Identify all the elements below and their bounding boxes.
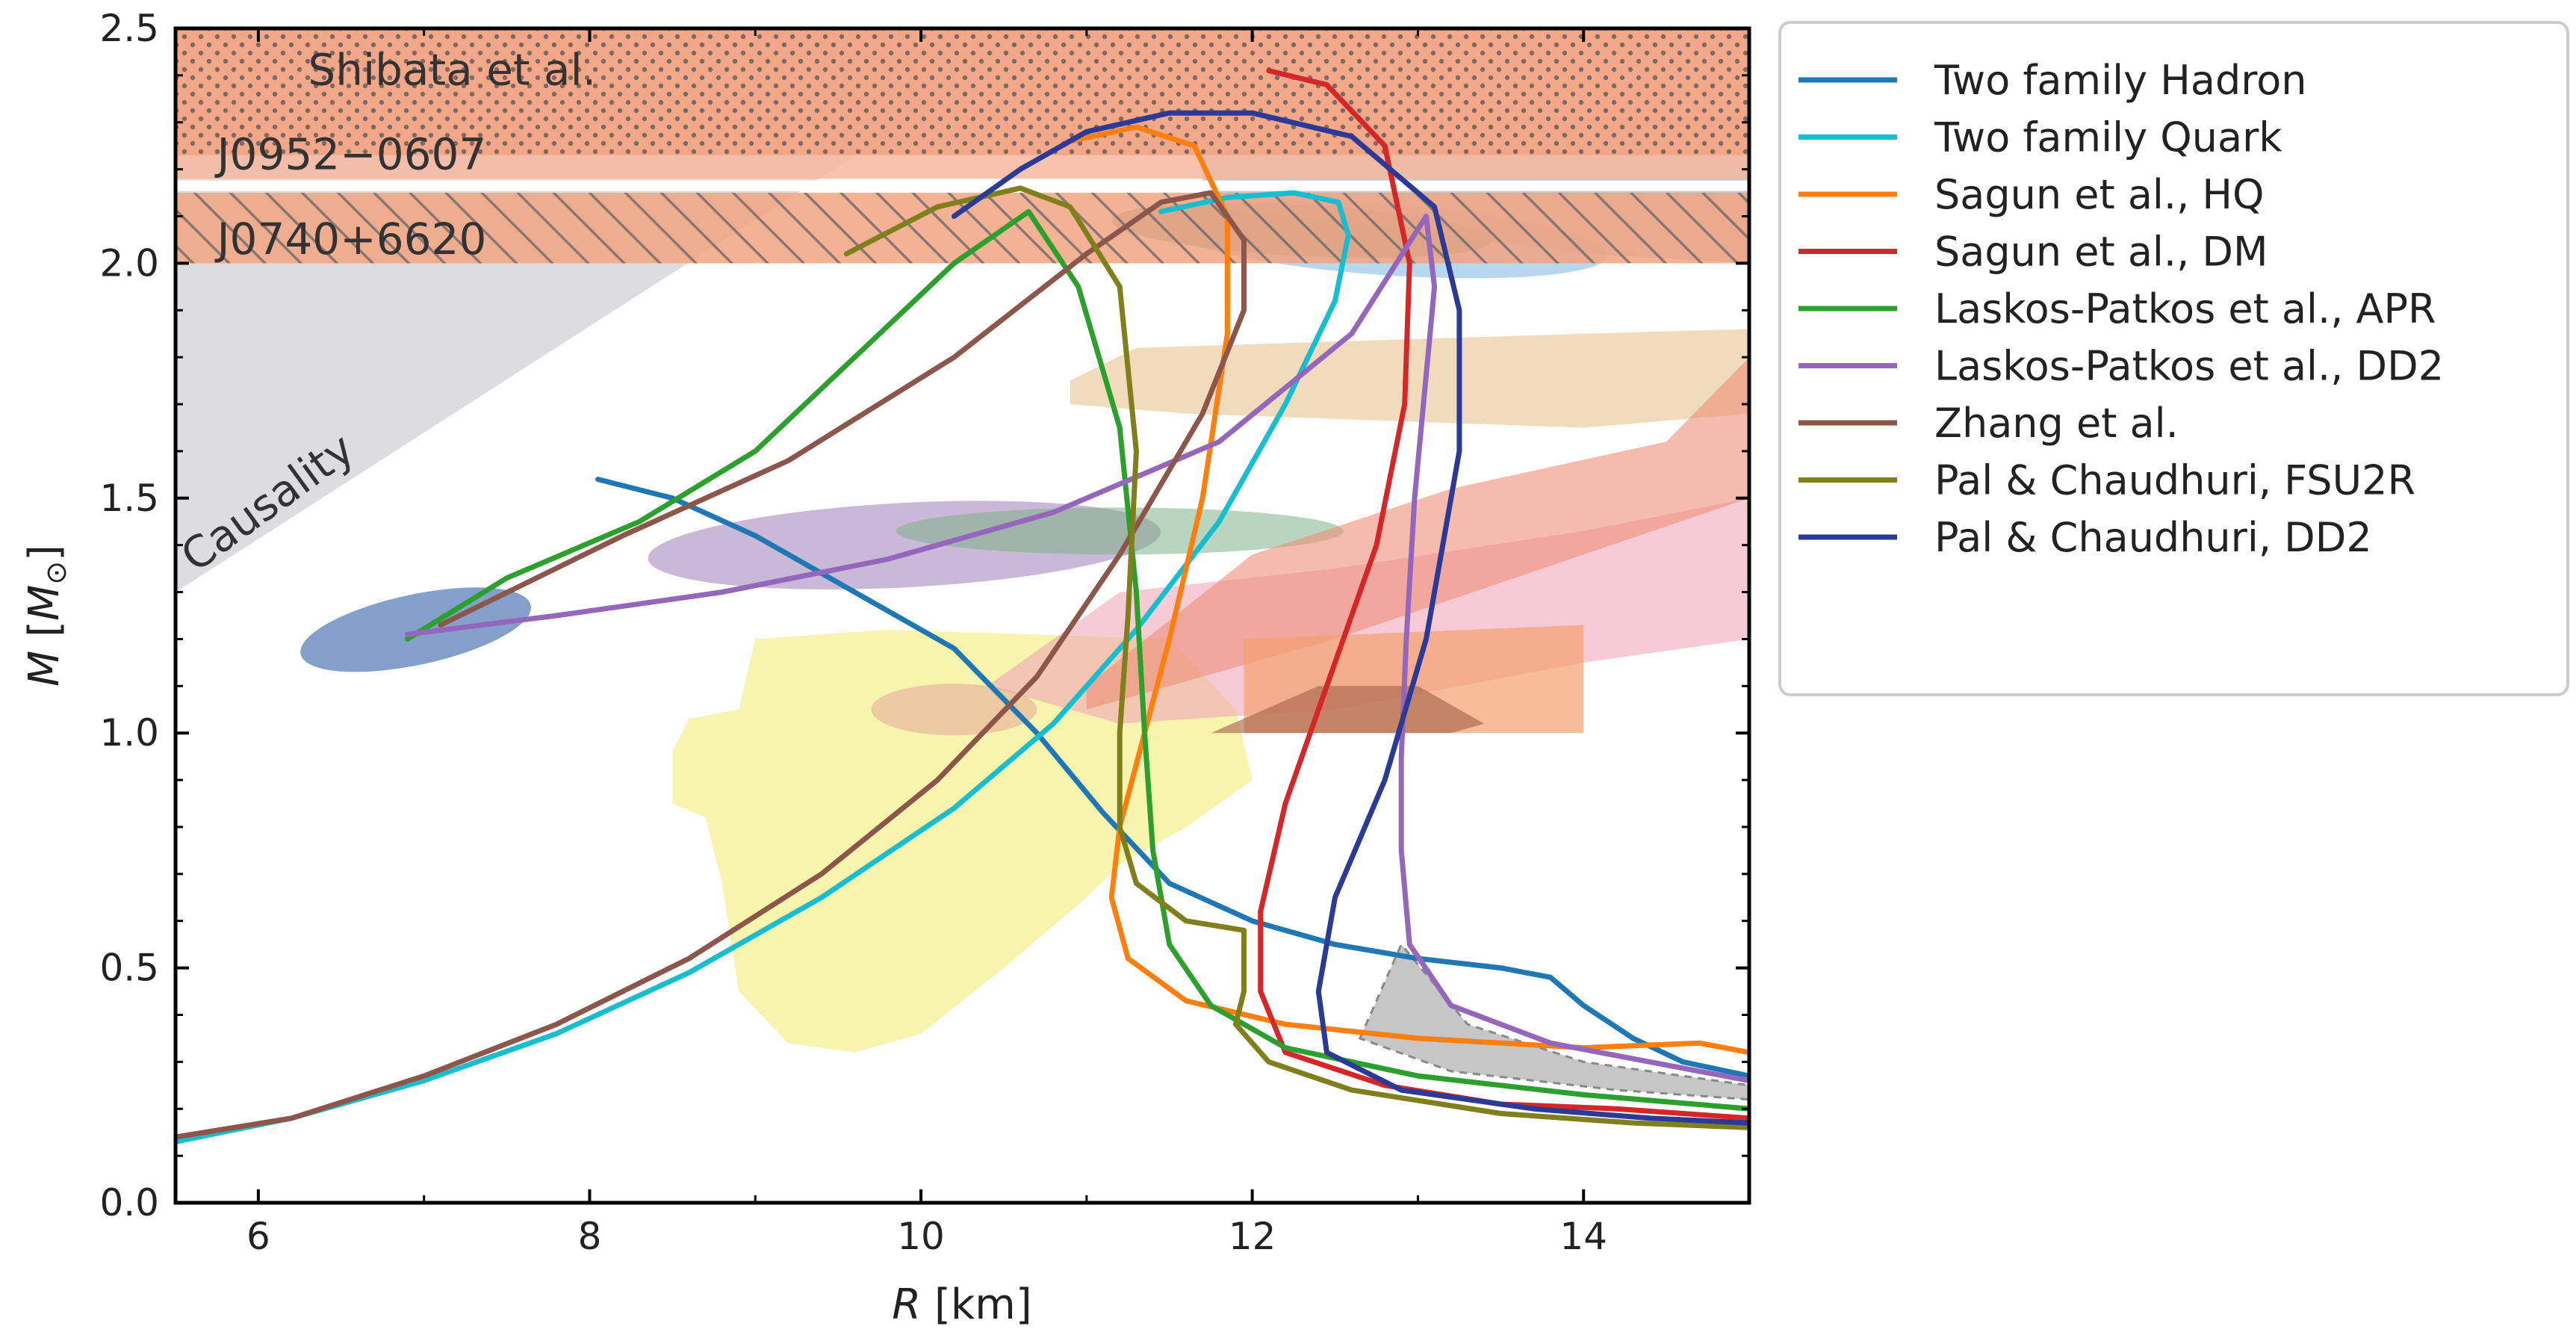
legend-label: Zhang et al. [1934,400,2179,447]
bands-layer [176,28,1749,592]
region-tan-band [1070,329,1749,428]
x-tick-label: 14 [1559,1215,1607,1258]
label-j0952: J0952−0607 [214,129,486,180]
x-axis-title: R [km] [892,1280,1031,1329]
legend-label: Laskos-Patkos et al., APR [1934,285,2436,332]
region-grey-triangle [1358,942,1749,1101]
plot-frame [173,26,1751,1205]
x-tick-label: 8 [578,1215,602,1258]
legend-label: Sagun et al., DM [1934,229,2268,276]
y-axis-title: M [M⊙] [20,545,72,687]
legend-item-two-family-hadron: Two family Hadron [1798,57,2307,104]
legend-item-laskos-patkos-et-al-apr: Laskos-Patkos et al., APR [1798,285,2436,332]
y-tick-label: 2.5 [99,7,159,50]
legend-item-pal-chaudhuri-dd2: Pal & Chaudhuri, DD2 [1798,514,2372,561]
y-tick-label: 0.5 [99,947,159,990]
legend-item-zhang-et-al: Zhang et al. [1798,400,2179,447]
y-tick-label: 0.0 [99,1181,159,1224]
band-pattern-j0740-6620 [176,193,1749,264]
x-tick-label: 10 [897,1215,945,1258]
series-laskos-patkos-et-al-apr [405,208,1749,1112]
region-salmon-band-right [1086,357,1749,710]
legend-item-pal-chaudhuri-fsu2r: Pal & Chaudhuri, FSU2R [1798,457,2415,504]
legend-item-sagun-et-al-hq: Sagun et al., HQ [1798,171,2265,218]
series-laskos-patkos-et-al-dd2 [405,214,1749,1083]
band-pattern-shibata-et-al [176,28,1749,155]
label-shibata: Shibata et al. [308,44,596,95]
region-green-ellipse-mid [896,507,1344,555]
series-pal-chaudhuri-fsu2r [843,185,1749,1130]
legend: Two family Hadron Two family Quark Sagun e… [1778,21,2569,696]
legend-item-two-family-quark: Two family Quark [1798,114,2282,161]
legend-label: Laskos-Patkos et al., DD2 [1934,343,2444,390]
series-layer [176,68,1749,1145]
y-tick-label: 1.0 [99,711,159,755]
series-pal-chaudhuri-dd2 [951,110,1749,1126]
x-tick-label: 6 [246,1215,270,1258]
series-zhang-et-al [176,190,1247,1140]
legend-label: Pal & Chaudhuri, FSU2R [1934,457,2415,504]
y-tick-label: 1.5 [99,477,159,520]
legend-item-laskos-patkos-et-al-dd2: Laskos-Patkos et al., DD2 [1798,343,2444,390]
legend-label: Sagun et al., HQ [1934,171,2265,218]
legend-label: Pal & Chaudhuri, DD2 [1934,514,2372,561]
legend-label: Two family Quark [1934,114,2282,161]
legend-item-sagun-et-al-dm: Sagun et al., DM [1798,229,2268,276]
region-brown-dome [1211,686,1485,734]
y-tick-label: 2.0 [99,241,159,285]
label-j0740: J0740+6620 [214,214,486,264]
x-tick-label: 12 [1229,1215,1276,1258]
legend-box [1778,21,2569,696]
region-blue-ellipse-left [300,587,531,672]
legend-label: Two family Hadron [1934,57,2307,104]
ticks-layer: 6 8 10 12 14 0.0 0.5 1.0 1.5 2.0 2.5 [99,7,1751,1258]
region-yellow-blob [672,629,1253,1053]
